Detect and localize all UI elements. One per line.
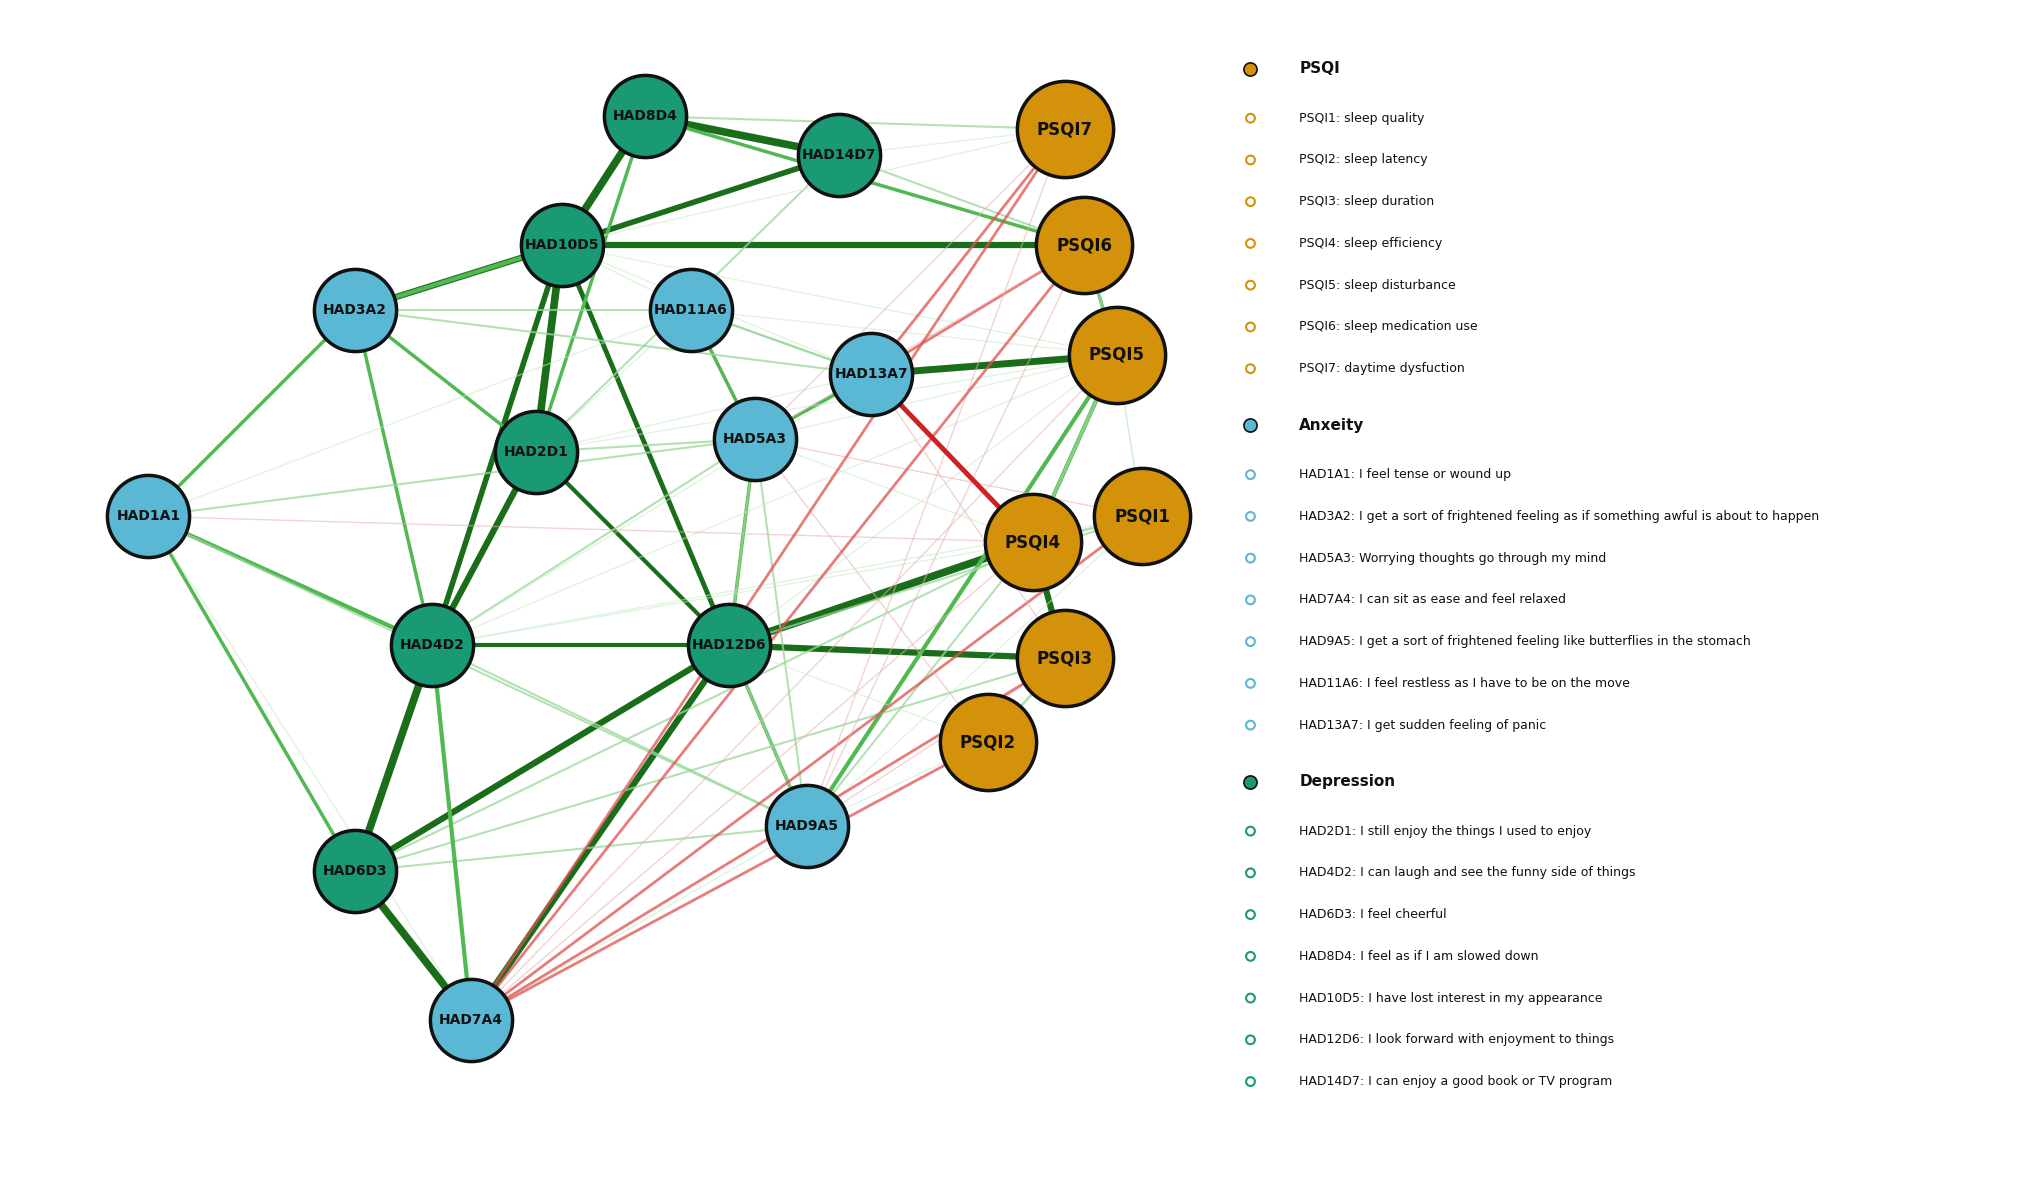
Point — [855, 365, 887, 384]
Text: PSQI2: sleep latency: PSQI2: sleep latency — [1299, 154, 1427, 166]
Text: HAD11A6: HAD11A6 — [654, 303, 727, 316]
Text: HAD5A3: HAD5A3 — [723, 432, 788, 445]
Point — [1234, 109, 1267, 128]
Text: HAD7A4: HAD7A4 — [438, 1013, 503, 1027]
Point — [132, 506, 164, 525]
Point — [1234, 773, 1267, 792]
Text: HAD14D7: HAD14D7 — [802, 148, 877, 162]
Point — [1234, 60, 1267, 79]
Point — [1234, 192, 1267, 211]
Text: HAD2D1: HAD2D1 — [503, 445, 568, 458]
Text: HAD10D5: HAD10D5 — [524, 239, 599, 252]
Text: HAD13A7: I get sudden feeling of panic: HAD13A7: I get sudden feeling of panic — [1299, 719, 1547, 732]
Point — [1100, 345, 1133, 364]
Text: HAD13A7: HAD13A7 — [834, 368, 907, 381]
Text: HAD4D2: HAD4D2 — [400, 639, 465, 652]
Text: HAD8D4: HAD8D4 — [613, 109, 678, 123]
Point — [339, 862, 371, 881]
Point — [1234, 234, 1267, 253]
Point — [1234, 673, 1267, 693]
Point — [1234, 318, 1267, 337]
Text: PSQI7: PSQI7 — [1037, 121, 1092, 139]
Text: HAD14D7: I can enjoy a good book or TV program: HAD14D7: I can enjoy a good book or TV p… — [1299, 1075, 1612, 1088]
Point — [739, 430, 771, 449]
Point — [1068, 235, 1100, 254]
Text: PSQI5: PSQI5 — [1088, 346, 1145, 364]
Point — [1234, 416, 1267, 435]
Point — [1234, 632, 1267, 651]
Point — [455, 1010, 487, 1029]
Text: HAD11A6: I feel restless as I have to be on the move: HAD11A6: I feel restless as I have to be… — [1299, 677, 1630, 690]
Text: HAD7A4: I can sit as ease and feel relaxed: HAD7A4: I can sit as ease and feel relax… — [1299, 593, 1567, 607]
Point — [1234, 947, 1267, 966]
Point — [1050, 119, 1082, 139]
Text: PSQI3: PSQI3 — [1037, 650, 1092, 667]
Point — [1234, 715, 1267, 734]
Text: PSQI3: sleep duration: PSQI3: sleep duration — [1299, 195, 1435, 208]
Point — [713, 636, 745, 656]
Point — [1234, 150, 1267, 170]
Text: HAD10D5: I have lost interest in my appearance: HAD10D5: I have lost interest in my appe… — [1299, 991, 1604, 1004]
Point — [1234, 548, 1267, 567]
Text: HAD9A5: I get a sort of frightened feeling like butterflies in the stomach: HAD9A5: I get a sort of frightened feeli… — [1299, 635, 1752, 648]
Point — [1234, 1072, 1267, 1091]
Point — [1234, 863, 1267, 882]
Text: PSQI2: PSQI2 — [960, 733, 1015, 751]
Text: PSQI4: sleep efficiency: PSQI4: sleep efficiency — [1299, 236, 1443, 250]
Text: PSQI5: sleep disturbance: PSQI5: sleep disturbance — [1299, 278, 1456, 291]
Point — [970, 733, 1003, 752]
Text: HAD12D6: HAD12D6 — [692, 639, 767, 652]
Text: HAD1A1: I feel tense or wound up: HAD1A1: I feel tense or wound up — [1299, 468, 1510, 481]
Text: HAD3A2: HAD3A2 — [323, 303, 388, 316]
Text: HAD5A3: Worrying thoughts go through my mind: HAD5A3: Worrying thoughts go through my … — [1299, 552, 1606, 565]
Text: HAD9A5: HAD9A5 — [775, 819, 838, 833]
Text: PSQI7: daytime dysfuction: PSQI7: daytime dysfuction — [1299, 362, 1466, 375]
Point — [546, 235, 579, 254]
Point — [1234, 989, 1267, 1008]
Text: PSQI6: PSQI6 — [1056, 236, 1112, 254]
Text: Depression: Depression — [1299, 774, 1395, 789]
Point — [1234, 359, 1267, 378]
Point — [822, 146, 855, 165]
Text: PSQI1: sleep quality: PSQI1: sleep quality — [1299, 112, 1425, 124]
Text: HAD1A1: HAD1A1 — [116, 510, 181, 523]
Text: HAD2D1: I still enjoy the things I used to enjoy: HAD2D1: I still enjoy the things I used … — [1299, 825, 1592, 838]
Point — [674, 300, 706, 319]
Text: HAD3A2: I get a sort of frightened feeling as if something awful is about to hap: HAD3A2: I get a sort of frightened feeli… — [1299, 510, 1819, 523]
Text: HAD12D6: I look forward with enjoyment to things: HAD12D6: I look forward with enjoyment t… — [1299, 1033, 1614, 1046]
Text: Anxeity: Anxeity — [1299, 418, 1364, 432]
Point — [416, 636, 449, 656]
Point — [1234, 466, 1267, 485]
Point — [1234, 590, 1267, 609]
Point — [520, 442, 552, 461]
Point — [1127, 506, 1159, 525]
Text: PSQI4: PSQI4 — [1005, 534, 1062, 552]
Text: HAD8D4: I feel as if I am slowed down: HAD8D4: I feel as if I am slowed down — [1299, 950, 1539, 962]
Point — [1234, 821, 1267, 841]
Text: HAD6D3: I feel cheerful: HAD6D3: I feel cheerful — [1299, 909, 1447, 921]
Text: PSQI6: sleep medication use: PSQI6: sleep medication use — [1299, 320, 1478, 333]
Text: HAD6D3: HAD6D3 — [323, 864, 388, 879]
Point — [1234, 507, 1267, 527]
Point — [1234, 905, 1267, 924]
Point — [1050, 648, 1082, 667]
Text: PSQI: PSQI — [1299, 61, 1340, 76]
Point — [629, 106, 662, 125]
Text: HAD4D2: I can laugh and see the funny side of things: HAD4D2: I can laugh and see the funny si… — [1299, 867, 1636, 879]
Point — [1234, 276, 1267, 295]
Point — [339, 300, 371, 319]
Point — [790, 817, 822, 836]
Point — [1234, 1030, 1267, 1050]
Text: PSQI1: PSQI1 — [1114, 507, 1171, 525]
Point — [1017, 533, 1050, 552]
